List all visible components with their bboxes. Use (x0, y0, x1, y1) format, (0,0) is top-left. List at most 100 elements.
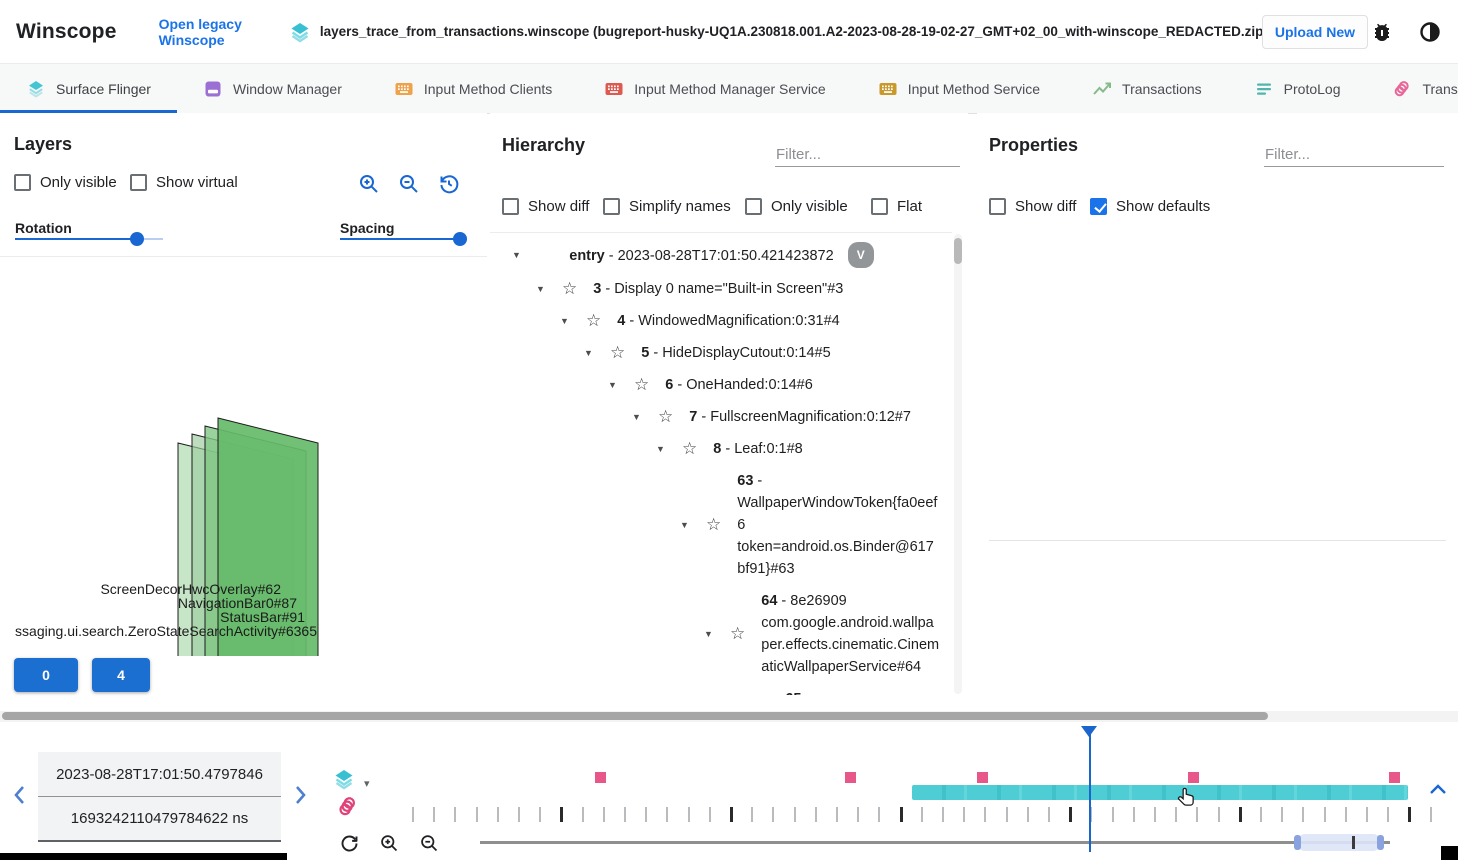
transition-marker[interactable] (1389, 772, 1400, 783)
zoom-in-icon[interactable] (357, 172, 381, 196)
ruler-tick (581, 807, 584, 822)
surfaceflinger-trace-band[interactable] (912, 785, 1408, 800)
simplify-names-checkbox[interactable]: Simplify names (603, 198, 731, 215)
ruler-tick (1111, 807, 1114, 822)
checkbox-box[interactable] (14, 174, 31, 191)
tree-node[interactable]: ▼ ☆ 4 - WindowedMagnification:0:31#4 (490, 305, 952, 337)
pin-star-icon[interactable]: ☆ (706, 515, 722, 534)
pin-star-icon[interactable]: ☆ (610, 343, 626, 362)
pin-star-icon[interactable]: ☆ (562, 279, 578, 298)
next-entry-icon[interactable] (292, 784, 308, 806)
trace-selector-caret-icon[interactable]: ▾ (364, 778, 370, 790)
rotation-slider-thumb[interactable] (130, 232, 144, 246)
zoom-range-handle-left[interactable] (1294, 835, 1301, 850)
window-icon (203, 79, 223, 99)
tree-node[interactable]: ▼ ☆ 8 - Leaf:0:1#8 (490, 433, 952, 465)
collapse-arrow-icon[interactable]: ▼ (608, 380, 617, 390)
zoom-range-selection[interactable] (1297, 834, 1381, 851)
only-visible-checkbox[interactable]: Only visible (14, 174, 117, 191)
collapse-arrow-icon[interactable]: ▼ (656, 444, 665, 454)
tree-scrollbar[interactable] (954, 234, 962, 694)
hierarchy-filter-input[interactable] (775, 143, 960, 167)
collapse-arrow-icon[interactable]: ▼ (560, 316, 569, 326)
tab-transitions[interactable]: Transitions (1366, 64, 1458, 113)
tree-node[interactable]: ▼ ☆ 6 - OneHanded:0:14#6 (490, 369, 952, 401)
collapse-arrow-icon[interactable]: ▼ (536, 284, 545, 294)
show-diff-checkbox[interactable]: Show diff (502, 198, 589, 215)
spacing-slider-thumb[interactable] (453, 232, 467, 246)
display-4-button[interactable]: 4 (92, 658, 150, 692)
ruler-tick (1238, 807, 1242, 822)
tree-node[interactable]: ▼ ☆ 3 - Display 0 name="Built-in Screen"#3 (490, 273, 952, 305)
pin-star-icon[interactable]: ☆ (586, 311, 602, 330)
tab-input-method-service[interactable]: Input Method Service (852, 64, 1066, 113)
surfaceflinger-trace-icon[interactable] (332, 767, 356, 791)
tab-surface-flinger[interactable]: Surface Flinger (0, 64, 177, 113)
tab-protolog[interactable]: ProtoLog (1228, 64, 1367, 113)
pin-star-icon[interactable]: ☆ (634, 375, 650, 394)
collapse-timeline-icon[interactable] (1428, 782, 1448, 798)
playhead-line[interactable] (1089, 726, 1091, 852)
tree-node[interactable]: ▼☆entry - 2023-08-28T17:01:50.421423872 … (490, 237, 952, 273)
scrollbar-thumb[interactable] (2, 712, 1268, 720)
layer-label: StatusBar#91 (220, 609, 305, 625)
pin-star-icon[interactable]: ☆ (730, 624, 746, 643)
tab-label: Surface Flinger (56, 80, 151, 97)
rotation-slider[interactable] (15, 232, 163, 246)
tree-node[interactable]: ▼ ☆ 5 - HideDisplayCutout:0:14#5 (490, 337, 952, 369)
pin-star-icon[interactable]: ☆ (682, 439, 698, 458)
collapse-arrow-icon[interactable]: ▼ (680, 520, 689, 530)
tab-input-method-manager-service[interactable]: Input Method Manager Service (578, 64, 851, 113)
reset-view-icon[interactable] (437, 172, 461, 196)
collapse-arrow-icon[interactable]: ▼ (584, 348, 593, 358)
transition-marker[interactable] (845, 772, 856, 783)
tree-node-label: 63 - WallpaperWindowToken{fa0eef6 token=… (737, 473, 938, 577)
zoom-range-handle-right[interactable] (1377, 835, 1384, 850)
collapse-arrow-icon[interactable]: ▼ (632, 412, 641, 422)
transition-marker[interactable] (595, 772, 606, 783)
tab-window-manager[interactable]: Window Manager (177, 64, 368, 113)
main-horizontal-scrollbar[interactable] (0, 711, 1458, 722)
timestamp-human[interactable]: 2023-08-28T17:01:50.4797846 (38, 752, 281, 797)
display-0-button[interactable]: 0 (14, 658, 78, 692)
ruler-tick (793, 807, 796, 822)
timeline-zoom-out-icon[interactable] (419, 833, 440, 854)
tab-label: Window Manager (232, 80, 342, 97)
show-diff-checkbox[interactable]: Show diff (989, 198, 1076, 215)
spacing-slider[interactable] (340, 232, 467, 246)
verbose-chip: V (847, 242, 874, 268)
collapse-arrow-icon[interactable]: ▼ (704, 629, 713, 639)
dark-mode-toggle-icon[interactable] (1418, 20, 1442, 44)
tree-scrollbar-thumb[interactable] (954, 238, 962, 264)
timeline-reset-zoom-icon[interactable] (339, 833, 360, 854)
show-virtual-checkbox[interactable]: Show virtual (130, 174, 238, 191)
tree-node[interactable]: ▼ ☆ 64 - 8e26909 com.google.android.wallpa… (490, 585, 952, 683)
zoom-out-icon[interactable] (397, 172, 421, 196)
checkbox-box[interactable] (130, 174, 147, 191)
layers-3d-canvas[interactable] (0, 256, 487, 656)
tab-input-method-clients[interactable]: Input Method Clients (368, 64, 578, 113)
transition-marker[interactable] (977, 772, 988, 783)
report-bug-icon[interactable] (1370, 20, 1394, 44)
previous-entry-icon[interactable] (12, 784, 28, 806)
timeline-zoom-in-icon[interactable] (379, 833, 400, 854)
show-defaults-checkbox[interactable]: Show defaults (1090, 198, 1210, 215)
ruler-tick (730, 807, 733, 822)
tab-transactions[interactable]: Transactions (1066, 64, 1228, 113)
upload-new-button[interactable]: Upload New (1261, 14, 1368, 49)
collapse-arrow-icon[interactable]: ▼ (512, 250, 521, 260)
flat-checkbox[interactable]: Flat (871, 198, 922, 215)
open-legacy-link[interactable]: Open legacy Winscope (158, 15, 242, 48)
properties-filter-input[interactable] (1264, 143, 1444, 167)
zoom-range-track[interactable] (480, 841, 1390, 844)
tree-node[interactable]: ▼ ☆ 7 - FullscreenMagnification:0:12#7 (490, 401, 952, 433)
playhead-handle[interactable] (1081, 726, 1097, 737)
only-visible-checkbox[interactable]: Only visible (745, 198, 848, 215)
tree-node[interactable]: ▼☆65 - com.google.android.wallpaper.effe… (490, 683, 952, 695)
transitions-trace-icon[interactable] (336, 795, 360, 819)
tree-node[interactable]: ▼ ☆ 63 - WallpaperWindowToken{fa0eef6 toke… (490, 465, 952, 585)
pin-star-icon[interactable]: ☆ (658, 407, 674, 426)
timestamp-ns[interactable]: 1693242110479784622 ns (38, 797, 281, 842)
transition-marker[interactable] (1188, 772, 1199, 783)
